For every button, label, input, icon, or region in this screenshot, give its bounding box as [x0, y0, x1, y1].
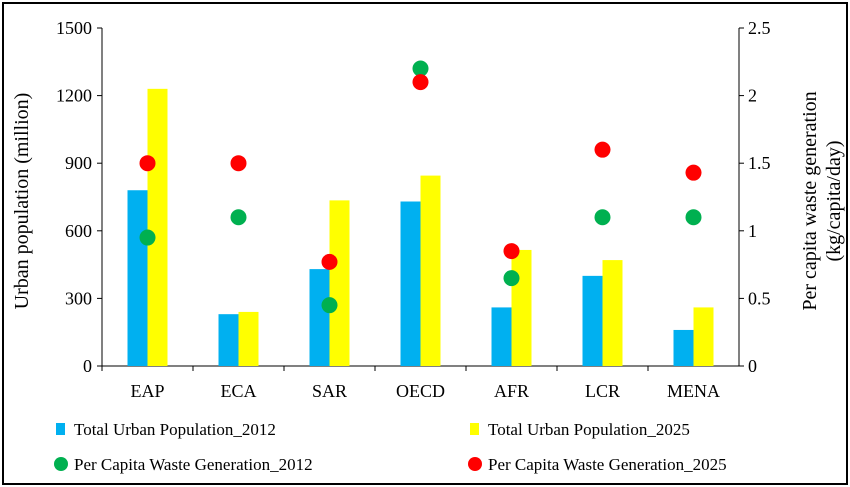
x-tick-label: MENA — [667, 381, 720, 401]
bars — [127, 88, 714, 366]
point-2012-oecd — [412, 60, 429, 77]
y-axis-right-title-line2: (kg/capita/day) — [823, 140, 845, 261]
bar-2025-sar — [329, 200, 350, 366]
point-2025-eca — [230, 155, 247, 172]
point-2025-mena — [685, 164, 702, 181]
point-2025-oecd — [412, 74, 429, 91]
y-left-tick-label: 0 — [83, 356, 92, 376]
bar-2025-oecd — [420, 175, 441, 366]
bar-2012-eap — [127, 190, 148, 366]
y-axis-right-title-line1: Per capita waste generation — [799, 91, 821, 310]
x-tick-label: EAP — [130, 381, 164, 401]
point-2012-mena — [685, 209, 702, 226]
bar-2025-afr — [511, 249, 532, 366]
y-left-tick-label: 900 — [65, 153, 92, 173]
x-tick-label: SAR — [312, 381, 347, 401]
x-tick-label: OECD — [396, 381, 445, 401]
point-2025-afr — [503, 243, 520, 260]
y-right-tick-label: 2.5 — [748, 18, 771, 38]
y-right-tick-label: 0.5 — [748, 288, 771, 308]
y-right-tick-label: 2 — [748, 86, 757, 106]
point-2025-sar — [321, 253, 338, 270]
legend-label: Total Urban Population_2025 — [488, 420, 690, 439]
point-2012-eca — [230, 209, 247, 226]
bar-2012-sar — [309, 269, 330, 366]
point-2025-lcr — [594, 141, 611, 158]
bar-2012-oecd — [400, 201, 421, 366]
legend: Total Urban Population_2012 Total Urban P… — [54, 420, 727, 474]
x-tick-label: LCR — [585, 381, 620, 401]
bar-2012-lcr — [582, 275, 603, 366]
point-2012-eap — [139, 229, 156, 246]
legend-label: Per Capita Waste Generation_2012 — [74, 455, 313, 474]
y-left-tick-label: 300 — [65, 288, 92, 308]
point-2025-eap — [139, 155, 156, 172]
y-right-tick-label: 1 — [748, 221, 757, 241]
bar-2025-lcr — [602, 260, 623, 366]
legend-swatch-bar — [470, 423, 479, 435]
legend-swatch-point — [54, 457, 68, 471]
bar-2012-mena — [673, 329, 694, 366]
y-right-tick-label: 0 — [748, 356, 757, 376]
y-right-tick-label: 1.5 — [748, 153, 771, 173]
legend-swatch-bar — [56, 423, 65, 435]
x-tick-label: ECA — [221, 381, 257, 401]
bar-2025-eca — [238, 311, 259, 366]
points — [139, 60, 702, 314]
point-2012-lcr — [594, 209, 611, 226]
bar-2025-eap — [147, 88, 168, 366]
legend-swatch-point — [468, 457, 482, 471]
point-2012-sar — [321, 297, 338, 314]
bar-2012-eca — [218, 314, 239, 366]
legend-label: Per Capita Waste Generation_2025 — [488, 455, 727, 474]
combo-chart: 0 300 600 900 1200 1500 0 0.5 1 1.5 2 2.5 EAP ECA SAR O… — [11, 18, 845, 474]
point-2012-afr — [503, 270, 520, 287]
bar-2025-mena — [693, 307, 714, 366]
legend-label: Total Urban Population_2012 — [74, 420, 276, 439]
bar-2012-afr — [491, 307, 512, 366]
axis-labels: 0 300 600 900 1200 1500 0 0.5 1 1.5 2 2.5 EAP ECA SAR O… — [56, 18, 771, 401]
y-left-tick-label: 1500 — [56, 18, 92, 38]
x-tick-label: AFR — [494, 381, 529, 401]
y-left-tick-label: 600 — [65, 221, 92, 241]
y-axis-left-title: Urban population (million) — [11, 93, 33, 310]
y-left-tick-label: 1200 — [56, 86, 92, 106]
